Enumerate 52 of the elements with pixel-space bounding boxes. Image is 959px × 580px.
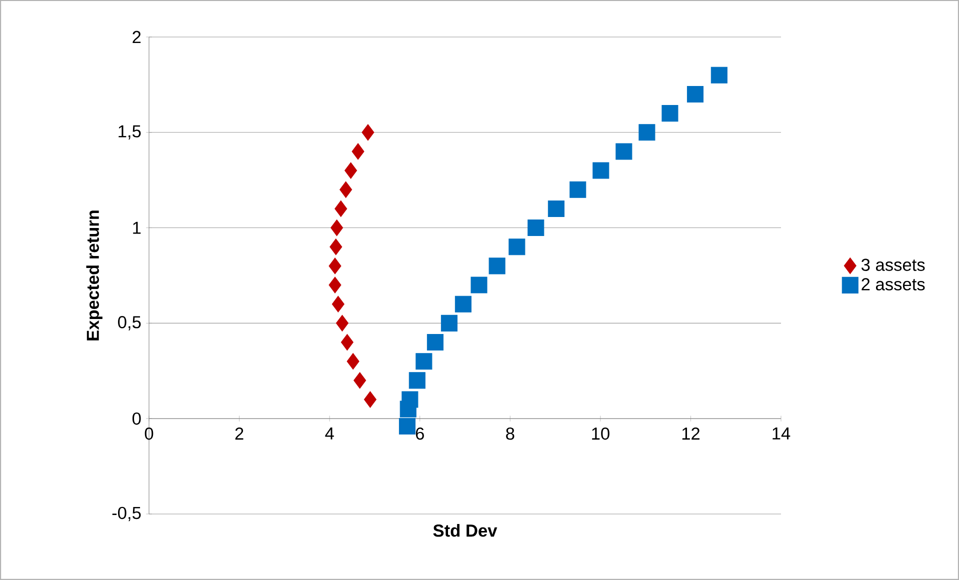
y-tick-label: 0 xyxy=(132,412,141,425)
x-tick-label: 0 xyxy=(144,427,154,440)
point xyxy=(334,200,348,217)
point xyxy=(408,372,426,389)
x-tick-label: 8 xyxy=(506,427,514,440)
y-tick-label: -0,5 xyxy=(112,506,141,522)
point xyxy=(616,143,632,160)
point xyxy=(362,124,374,141)
y-axis-title: Expected return xyxy=(86,210,102,340)
x-tick-label: 4 xyxy=(325,427,334,440)
point xyxy=(426,334,444,351)
point xyxy=(354,372,366,389)
point xyxy=(332,296,344,312)
point xyxy=(570,181,586,198)
x-tick-label: 12 xyxy=(682,427,700,440)
point xyxy=(344,162,358,179)
x-axis-title: Std Dev xyxy=(433,524,498,537)
point xyxy=(528,220,544,236)
point xyxy=(638,124,656,141)
x-tick-label: 14 xyxy=(772,427,790,440)
point xyxy=(662,105,678,122)
point xyxy=(592,162,610,179)
point xyxy=(398,418,416,434)
point xyxy=(364,391,376,408)
point xyxy=(328,258,342,274)
point xyxy=(340,334,354,351)
point xyxy=(440,314,458,332)
point xyxy=(488,258,506,274)
point xyxy=(336,314,348,332)
legend-label: 3 assets xyxy=(861,258,925,271)
point xyxy=(710,66,728,84)
point xyxy=(470,276,488,294)
y-tick-label: 2 xyxy=(132,30,141,44)
y-tick-label: 0,5 xyxy=(118,316,141,330)
point xyxy=(548,200,564,217)
point xyxy=(328,276,342,294)
point xyxy=(330,238,342,256)
point xyxy=(346,353,360,370)
point xyxy=(330,220,344,236)
point xyxy=(508,238,526,256)
x-tick-label: 6 xyxy=(416,427,424,440)
point xyxy=(352,143,364,160)
point xyxy=(416,353,432,370)
y-tick-label: 1 xyxy=(133,222,141,234)
y-tick-label: 1,5 xyxy=(118,125,141,140)
point xyxy=(340,181,352,198)
point xyxy=(400,400,416,418)
x-tick-label: 2 xyxy=(235,427,244,440)
point xyxy=(454,296,472,312)
x-tick-label: 10 xyxy=(592,427,610,440)
point xyxy=(686,86,704,102)
legend-label: 2 assets xyxy=(862,278,925,290)
